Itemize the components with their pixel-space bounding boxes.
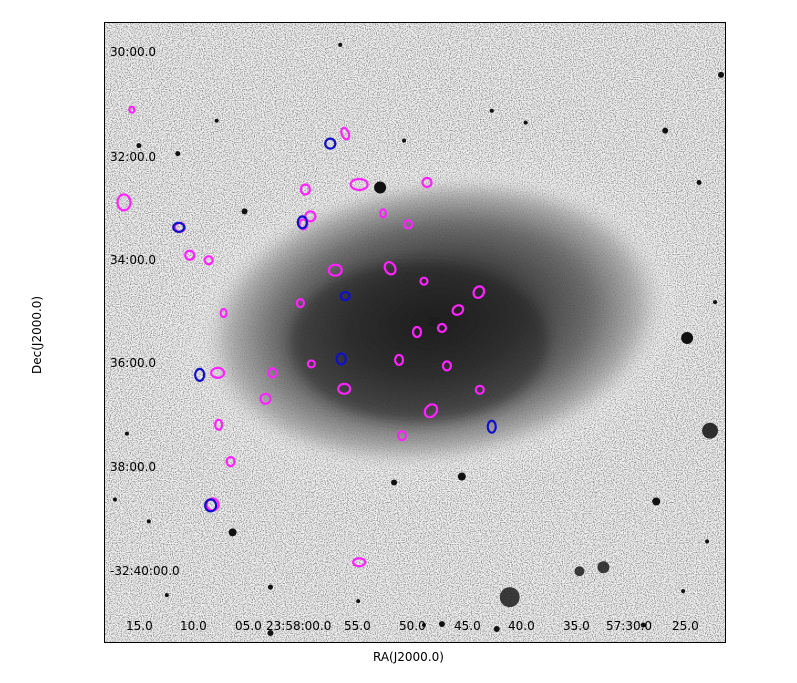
- x-tick-label: 05.0: [235, 619, 262, 633]
- x-tick-label: 57:30.0: [606, 619, 653, 633]
- blue-regions: [172, 137, 497, 513]
- galaxy-image: [105, 23, 725, 642]
- x-tick-label: 50.0: [399, 619, 426, 633]
- y-tick-label: -32:40:00.0: [110, 564, 180, 578]
- x-tick-label: 35.0: [563, 619, 590, 633]
- field-stars: [112, 42, 725, 637]
- x-tick-label: 40.0: [508, 619, 535, 633]
- y-tick-label: 36:00.0: [110, 356, 157, 370]
- y-tick-label: 32:00.0: [110, 150, 157, 164]
- y-tick-label: 38:00.0: [110, 460, 157, 474]
- x-tick-label: 55.0: [344, 619, 371, 633]
- y-tick-label: 34:00.0: [110, 253, 157, 267]
- x-tick-label: 10.0: [180, 619, 207, 633]
- x-tick-label: 15.0: [126, 619, 153, 633]
- x-axis-title: RA(J2000.0): [373, 650, 444, 664]
- x-tick-label: 23:58:00.0: [266, 619, 332, 633]
- y-tick-label: 30:00.0: [110, 45, 157, 59]
- y-axis-title: Dec(J2000.0): [30, 295, 44, 374]
- image-frame: [104, 22, 726, 643]
- x-tick-label: 45.0: [454, 619, 481, 633]
- x-tick-label: 25.0: [672, 619, 699, 633]
